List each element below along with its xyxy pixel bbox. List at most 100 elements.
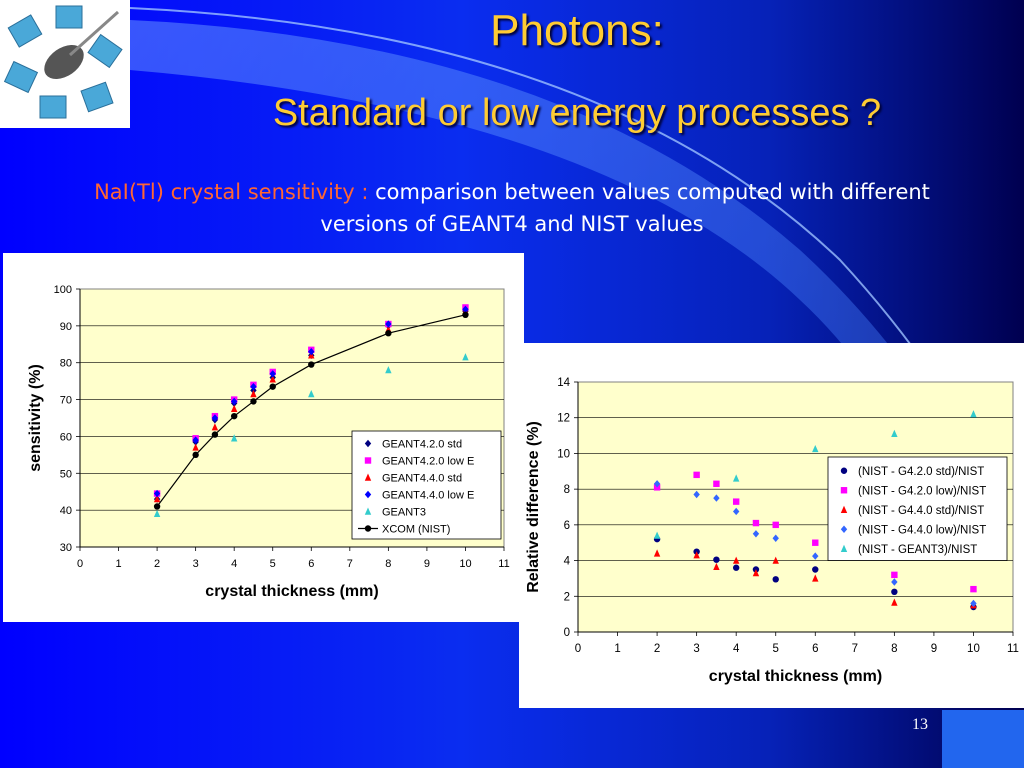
x-axis-label: crystal thickness (mm) xyxy=(205,583,378,600)
x-tick-label: 5 xyxy=(773,643,779,655)
legend-label: (NIST - G4.4.0 std)/NIST xyxy=(858,505,984,517)
data-point xyxy=(230,404,238,412)
description-text: comparison between values computed with … xyxy=(368,180,930,204)
legend-marker xyxy=(364,457,372,464)
data-point xyxy=(812,444,819,453)
x-tick-label: 10 xyxy=(459,558,471,570)
data-point xyxy=(385,330,392,337)
data-point xyxy=(250,382,257,391)
series-3 xyxy=(153,305,469,498)
y-tick-label: 50 xyxy=(60,468,72,480)
data-point xyxy=(269,383,276,390)
y-tick-label: 0 xyxy=(564,627,570,639)
logo xyxy=(0,0,130,128)
legend-label: XCOM (NIST) xyxy=(382,524,450,536)
data-point xyxy=(192,436,199,444)
legend-marker xyxy=(364,525,372,532)
legend-label: GEANT3 xyxy=(382,507,426,519)
x-tick-label: 5 xyxy=(270,558,276,570)
y-tick-label: 40 xyxy=(60,505,72,517)
y-tick-label: 8 xyxy=(564,484,570,496)
data-point xyxy=(891,588,898,596)
legend-label: (NIST - G4.2.0 low)/NIST xyxy=(858,485,986,497)
legend-label: (NIST - G4.4.0 low)/NIST xyxy=(858,524,986,536)
x-tick-label: 9 xyxy=(424,558,430,570)
x-tick-label: 2 xyxy=(154,558,160,570)
data-point xyxy=(308,361,315,368)
x-tick-label: 2 xyxy=(654,643,660,655)
y-tick-label: 10 xyxy=(557,448,570,460)
y-axis-label: Relative difference (%) xyxy=(525,421,542,593)
description-line2: versions of GEANT4 and NIST values xyxy=(320,212,704,236)
legend-marker xyxy=(364,439,372,448)
data-point xyxy=(462,353,469,361)
y-tick-label: 6 xyxy=(564,520,570,532)
data-point xyxy=(653,549,661,557)
data-point xyxy=(192,443,199,451)
legend-marker xyxy=(840,487,848,494)
y-axis-label: sensitivity (%) xyxy=(27,364,44,472)
slide-description: NaI(Tl) crystal sensitivity : comparison… xyxy=(0,176,1024,240)
data-point xyxy=(772,521,779,529)
x-tick-label: 6 xyxy=(308,558,314,570)
legend-box xyxy=(351,430,502,540)
data-point xyxy=(192,451,199,459)
data-point xyxy=(752,519,760,527)
relative-difference-chart-panel: 0 2 4 6 8 10 12 14 0 1 2 3 4 5 6 7 8 9 10 11 crystal thickne… xyxy=(519,343,1024,708)
x-tick-label: 7 xyxy=(852,643,858,655)
legend-box xyxy=(827,456,1008,561)
data-point xyxy=(653,531,661,539)
y-tick-label: 30 xyxy=(60,542,72,554)
data-point xyxy=(772,556,779,564)
legend-marker xyxy=(364,507,372,515)
y-tick-label: 14 xyxy=(557,377,570,389)
y-tick-label: 4 xyxy=(564,556,571,568)
y-tick-label: 90 xyxy=(60,321,72,333)
slide-title: Photons: xyxy=(490,6,664,55)
legend: GEANT4.2.0 std GEANT4.2.0 low E GEANT4.4.0… xyxy=(351,430,502,540)
x-tick-label: 7 xyxy=(347,558,353,570)
x-axis-label: crystal thickness (mm) xyxy=(709,668,882,685)
page-number: 13 xyxy=(912,716,928,733)
x-tick-label: 1 xyxy=(115,558,121,570)
x-tick-label: 10 xyxy=(967,643,980,655)
legend-marker xyxy=(840,525,848,533)
data-point xyxy=(693,551,700,559)
x-tick-label: 11 xyxy=(1007,643,1019,655)
data-point xyxy=(153,509,161,518)
y-tick-label: 100 xyxy=(54,284,72,296)
legend-label: GEANT4.2.0 low E xyxy=(382,456,474,468)
data-point xyxy=(250,390,257,398)
x-tick-label: 8 xyxy=(891,643,897,655)
data-point xyxy=(812,539,819,546)
data-point xyxy=(732,564,740,571)
data-point xyxy=(772,534,779,542)
data-point xyxy=(812,566,819,573)
x-tick-label: 4 xyxy=(231,558,237,570)
y-tick-label: 2 xyxy=(564,591,570,603)
data-point xyxy=(385,366,392,374)
data-point xyxy=(462,311,469,318)
geant4-logo-icon xyxy=(3,5,123,119)
legend-label: (NIST - G4.2.0 std)/NIST xyxy=(858,466,984,478)
data-point xyxy=(462,305,469,313)
data-point xyxy=(891,429,898,437)
description-highlight: NaI(Tl) crystal sensitivity : xyxy=(94,180,369,204)
data-point xyxy=(891,571,898,579)
data-point xyxy=(693,490,700,499)
x-tick-label: 3 xyxy=(693,643,699,655)
x-tick-label: 6 xyxy=(812,643,818,655)
legend-label: GEANT4.2.0 std xyxy=(382,439,462,451)
data-point xyxy=(970,410,977,418)
y-tick-label: 80 xyxy=(60,358,72,370)
data-point xyxy=(230,397,238,406)
data-point xyxy=(153,489,161,498)
data-point xyxy=(269,375,276,383)
data-point xyxy=(153,495,161,503)
series-5 xyxy=(153,311,469,510)
data-point xyxy=(308,347,315,356)
data-point xyxy=(713,562,720,571)
x-tick-label: 0 xyxy=(575,643,581,655)
data-point xyxy=(752,569,760,577)
